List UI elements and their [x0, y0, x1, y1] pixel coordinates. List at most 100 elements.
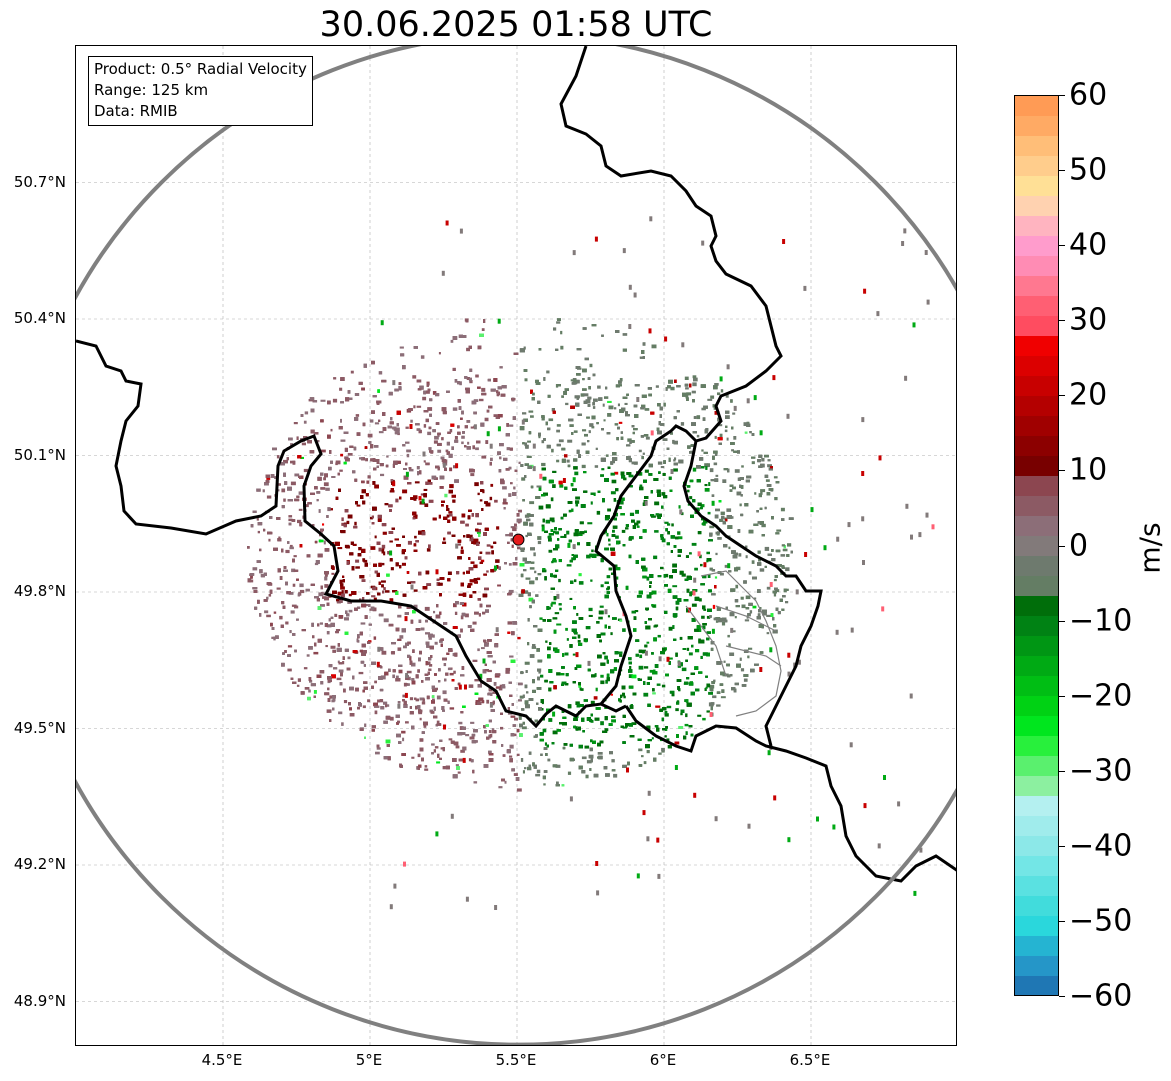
velocity-echo-pixel [766, 614, 771, 617]
velocity-echo-pixel [469, 534, 473, 539]
velocity-echo-pixel [701, 407, 706, 411]
velocity-echo-pixel [707, 511, 711, 515]
velocity-echo-pixel [594, 673, 597, 677]
velocity-echo-pixel [565, 402, 569, 406]
velocity-echo-pixel [719, 572, 724, 576]
velocity-echo-pixel [738, 553, 742, 557]
velocity-echo-pixel [449, 467, 453, 472]
velocity-echo-pixel [618, 421, 623, 424]
velocity-echo-pixel [708, 482, 711, 486]
velocity-echo-pixel [355, 566, 360, 569]
velocity-echo-pixel [390, 567, 394, 571]
velocity-echo-pixel [629, 512, 635, 516]
velocity-echo-pixel [374, 680, 377, 684]
velocity-echo-pixel [585, 774, 589, 779]
velocity-echo-pixel [443, 663, 447, 667]
velocity-echo-pixel [751, 560, 755, 564]
velocity-echo-pixel [391, 447, 397, 452]
velocity-echo-pixel [452, 367, 456, 371]
velocity-echo-pixel [578, 685, 581, 688]
velocity-echo-pixel [337, 660, 340, 664]
velocity-echo-pixel [333, 377, 337, 380]
velocity-echo-pixel [681, 573, 686, 577]
velocity-echo-pixel [574, 471, 579, 476]
velocity-echo-pixel [485, 440, 489, 444]
velocity-echo-pixel [410, 419, 413, 423]
velocity-echo-pixel [449, 707, 455, 710]
velocity-echo-pixel [424, 606, 430, 611]
velocity-echo-pixel [420, 493, 425, 496]
velocity-echo-pixel [538, 505, 544, 510]
velocity-echo-pixel [340, 530, 346, 534]
velocity-echo-pixel [590, 739, 593, 743]
velocity-echo-pixel [541, 462, 546, 467]
velocity-echo-pixel [734, 616, 737, 619]
velocity-echo-pixel [397, 614, 402, 618]
velocity-echo-pixel [414, 535, 417, 539]
velocity-echo-pixel [743, 678, 748, 682]
velocity-echo-pixel [448, 511, 453, 514]
velocity-echo-pixel [680, 422, 685, 426]
velocity-echo-pixel [416, 405, 422, 408]
velocity-echo-pixel [745, 607, 750, 610]
velocity-echo-pixel [466, 420, 471, 423]
velocity-echo-pixel [358, 671, 364, 675]
velocity-echo-pixel [481, 387, 486, 392]
velocity-echo-pixel [512, 527, 517, 532]
velocity-echo-pixel [324, 573, 328, 577]
velocity-echo-pixel [460, 546, 464, 550]
velocity-echo-pixel [720, 511, 725, 515]
velocity-echo-pixel [529, 567, 535, 570]
velocity-echo-pixel [551, 408, 555, 412]
velocity-echo-pixel [692, 467, 697, 472]
velocity-echo-pixel [462, 705, 466, 708]
velocity-echo-pixel [278, 536, 281, 540]
velocity-echo-pixel [733, 436, 737, 440]
velocity-echo-pixel [645, 436, 650, 440]
velocity-echo-pixel [455, 745, 460, 749]
velocity-echo-pixel [438, 352, 441, 355]
velocity-echo-pixel [706, 615, 711, 619]
velocity-echo-pixel [567, 771, 572, 775]
velocity-echo-pixel [354, 393, 360, 396]
velocity-echo-pixel [386, 704, 390, 707]
velocity-echo-pixel [495, 686, 501, 689]
velocity-echo-pixel [551, 601, 556, 605]
velocity-echo-pixel [287, 668, 292, 672]
velocity-echo-pixel [470, 426, 476, 429]
velocity-echo-pixel [348, 609, 353, 613]
velocity-echo-pixel [517, 636, 521, 640]
velocity-echo-pixel [347, 601, 352, 604]
velocity-echo-pixel [362, 705, 366, 709]
velocity-echo-pixel [691, 542, 697, 546]
velocity-echo-pixel [741, 465, 744, 468]
velocity-echo-pixel [378, 431, 384, 434]
velocity-echo-pixel [399, 635, 404, 639]
velocity-echo-pixel [364, 723, 367, 728]
velocity-echo-pixel [355, 559, 360, 563]
velocity-echo-pixel [289, 544, 293, 547]
velocity-echo-pixel [581, 464, 586, 469]
velocity-echo-pixel [407, 540, 412, 545]
velocity-echo-pixel [319, 622, 323, 625]
radar-map[interactable] [75, 45, 957, 1046]
velocity-echo-pixel [375, 751, 380, 755]
velocity-echo-pixel [761, 523, 766, 528]
velocity-echo-pixel [303, 667, 308, 670]
velocity-echo-pixel [509, 655, 514, 658]
velocity-echo-pixel [574, 631, 578, 635]
velocity-echo-pixel [402, 737, 405, 742]
velocity-echo-pixel [709, 468, 714, 473]
velocity-echo-pixel [727, 634, 730, 638]
velocity-echo-pixel [673, 459, 676, 462]
velocity-echo-pixel [691, 390, 696, 394]
velocity-echo-pixel [740, 494, 743, 497]
velocity-echo-pixel [480, 559, 485, 563]
velocity-echo-pixel [567, 439, 573, 443]
velocity-echo-pixel [767, 464, 772, 468]
velocity-echo-pixel [340, 586, 345, 590]
velocity-echo-pixel [714, 383, 719, 386]
velocity-echo-pixel [524, 661, 530, 665]
velocity-echo-pixel [299, 589, 305, 594]
velocity-echo-pixel [486, 544, 491, 547]
